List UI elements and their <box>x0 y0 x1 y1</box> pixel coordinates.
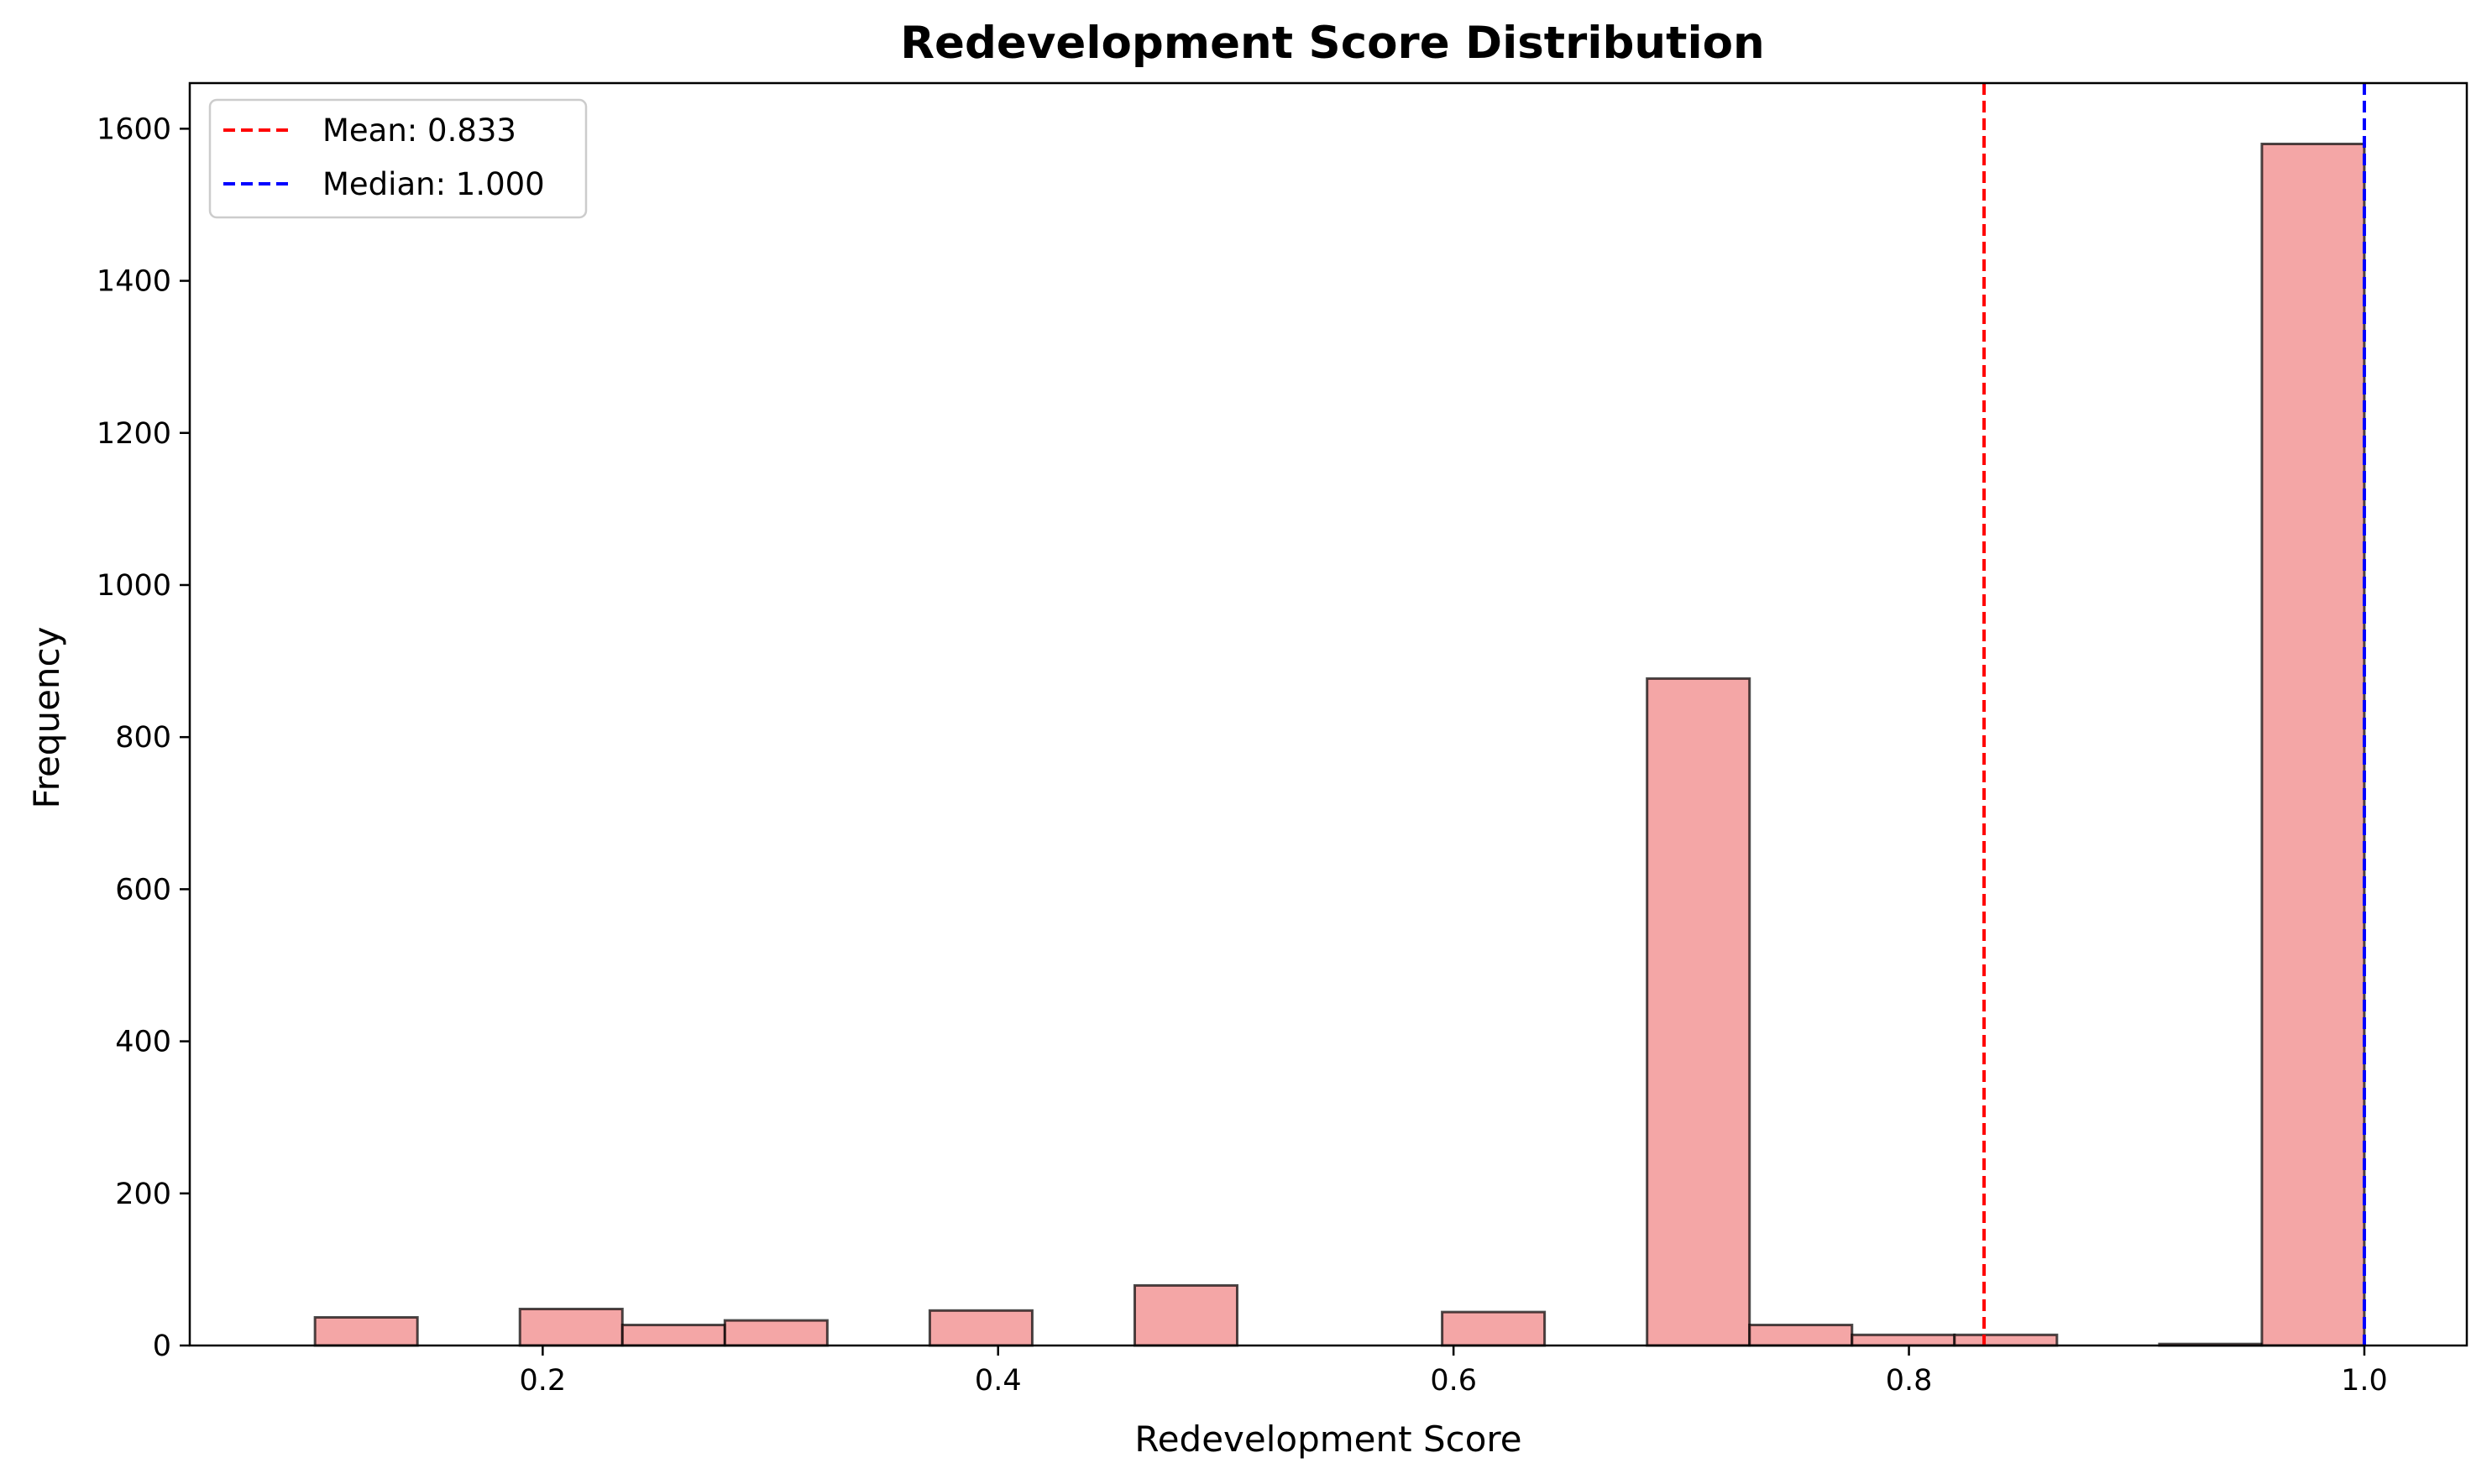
y-axis: 0 200 400 600 800 1000 1200 1400 1600 <box>97 112 190 1363</box>
y-tick-label: 600 <box>115 873 171 907</box>
plot-area-frame <box>188 81 2468 1347</box>
y-tick-label: 1000 <box>97 569 171 603</box>
histogram-bar <box>1441 1310 1547 1347</box>
bars-group <box>313 142 2366 1347</box>
x-tick-label: 0.4 <box>975 1364 1022 1398</box>
histogram-bar <box>1748 1324 1854 1347</box>
histogram-bar <box>1953 1333 2059 1347</box>
chart-title: Redevelopment Score Distribution <box>900 18 1765 69</box>
histogram-bar <box>620 1324 726 1347</box>
histogram-bar <box>723 1319 829 1347</box>
x-tick-label: 0.8 <box>1886 1364 1933 1398</box>
legend-median-label: Median: 1.000 <box>322 166 545 202</box>
y-tick-label: 1400 <box>97 265 171 299</box>
histogram-bar <box>1646 677 1751 1347</box>
histogram-bar <box>518 1308 624 1347</box>
x-tick-label: 1.0 <box>2341 1364 2388 1398</box>
legend-mean-label: Mean: 0.833 <box>322 112 516 149</box>
y-tick-label: 800 <box>115 721 171 755</box>
x-axis: 0.2 0.4 0.6 0.8 1.0 <box>520 1346 2388 1398</box>
y-tick-label: 400 <box>115 1026 171 1059</box>
y-tick-label: 0 <box>153 1330 171 1363</box>
legend-frame <box>208 98 588 219</box>
y-tick-label: 1600 <box>97 112 171 146</box>
x-tick-label: 0.2 <box>520 1364 567 1398</box>
y-tick-label: 200 <box>115 1178 171 1211</box>
x-tick-label: 0.6 <box>1430 1364 1477 1398</box>
y-tick-label: 1200 <box>97 417 171 451</box>
x-axis-label: Redevelopment Score <box>1134 1419 1521 1460</box>
histogram-bar <box>313 1315 419 1347</box>
histogram-bar <box>1133 1283 1239 1347</box>
histogram-bar <box>2260 142 2366 1347</box>
y-axis-label: Frequency <box>26 627 67 809</box>
histogram-bar <box>928 1309 1034 1347</box>
legend: Mean: 0.833 Median: 1.000 <box>208 98 588 219</box>
histogram-bar <box>1851 1333 1956 1347</box>
